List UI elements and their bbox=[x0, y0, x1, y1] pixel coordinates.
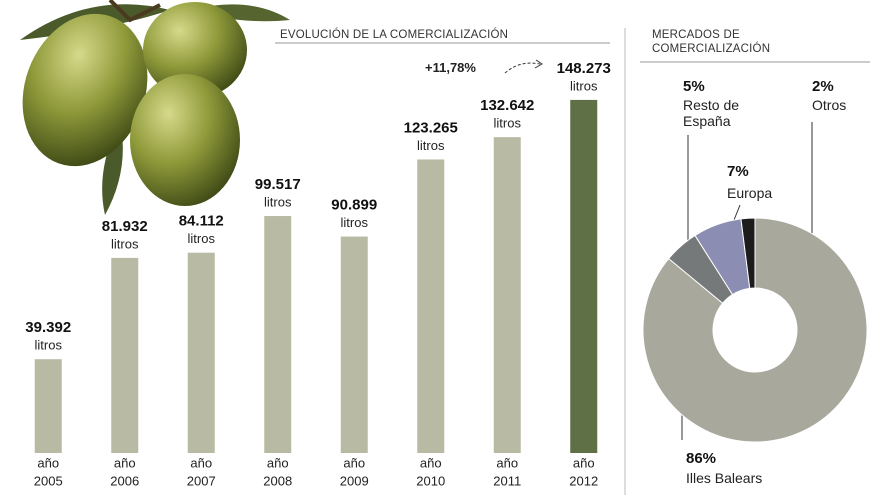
value-label: 39.392 bbox=[25, 319, 71, 336]
x-tick-prefix: año bbox=[496, 455, 518, 470]
x-tick-label: 2010 bbox=[416, 473, 445, 488]
annotation: +11,78% bbox=[425, 60, 476, 75]
bar bbox=[264, 216, 292, 453]
bar bbox=[340, 236, 368, 453]
x-tick-prefix: año bbox=[114, 455, 136, 470]
value-unit: litros bbox=[417, 138, 445, 153]
bar bbox=[417, 159, 445, 453]
value-unit: litros bbox=[35, 338, 63, 353]
bar bbox=[34, 359, 62, 453]
pie-value-label: 86% bbox=[686, 450, 717, 467]
pie-category-label: Otros bbox=[812, 97, 847, 113]
x-tick-prefix: año bbox=[37, 455, 59, 470]
bar-subtitle: EVOLUCIÓN DE LA COMERCIALIZACIÓN bbox=[280, 29, 509, 41]
x-tick-prefix: año bbox=[190, 455, 212, 470]
value-label: 90.899 bbox=[331, 197, 377, 214]
pie-slice bbox=[740, 217, 756, 289]
value-unit: litros bbox=[111, 236, 139, 251]
value-unit: litros bbox=[341, 215, 369, 230]
x-tick-label: 2006 bbox=[110, 473, 139, 488]
bar bbox=[187, 252, 215, 453]
x-tick-label: 2011 bbox=[493, 473, 521, 488]
value-unit: litros bbox=[494, 116, 522, 131]
annotation-arrow bbox=[504, 62, 541, 74]
value-label: 84.112 bbox=[179, 213, 224, 230]
pie-slice bbox=[642, 217, 868, 443]
value-unit: litros bbox=[188, 231, 216, 246]
pie-value-label: 5% bbox=[683, 78, 705, 95]
value-label: 132.642 bbox=[480, 97, 534, 114]
pie-title: MERCADOS DE COMERCIALIZACIÓN bbox=[652, 29, 771, 55]
bar bbox=[570, 99, 598, 453]
x-tick-prefix: año bbox=[573, 455, 595, 470]
annotation-arrowhead bbox=[534, 59, 543, 69]
x-tick-label: 2005 bbox=[34, 473, 63, 488]
value-label: 99.517 bbox=[255, 176, 301, 193]
x-tick-prefix: año bbox=[420, 455, 442, 470]
x-tick-label: 2012 bbox=[569, 473, 598, 488]
value-unit: litros bbox=[570, 78, 598, 93]
pie-value-label: 7% bbox=[727, 163, 749, 180]
pie-category-label: Illes Balears bbox=[686, 470, 763, 486]
value-label: 81.932 bbox=[102, 218, 148, 235]
x-tick-label: 2008 bbox=[263, 473, 292, 488]
x-tick-label: 2009 bbox=[340, 473, 369, 488]
value-unit: litros bbox=[264, 194, 292, 209]
pie-value-label: 2% bbox=[812, 78, 834, 95]
bar bbox=[111, 257, 139, 453]
bar bbox=[493, 137, 521, 453]
value-label: 123.265 bbox=[404, 119, 458, 136]
pie-category-label: Europa bbox=[727, 185, 773, 201]
pie-category-label: Resto de España bbox=[683, 97, 740, 129]
value-label: 148.273 bbox=[557, 60, 611, 77]
x-tick-label: 2007 bbox=[187, 473, 216, 488]
x-tick-prefix: año bbox=[343, 455, 365, 470]
x-tick-prefix: año bbox=[267, 455, 289, 470]
olive-illustration bbox=[20, 0, 290, 215]
